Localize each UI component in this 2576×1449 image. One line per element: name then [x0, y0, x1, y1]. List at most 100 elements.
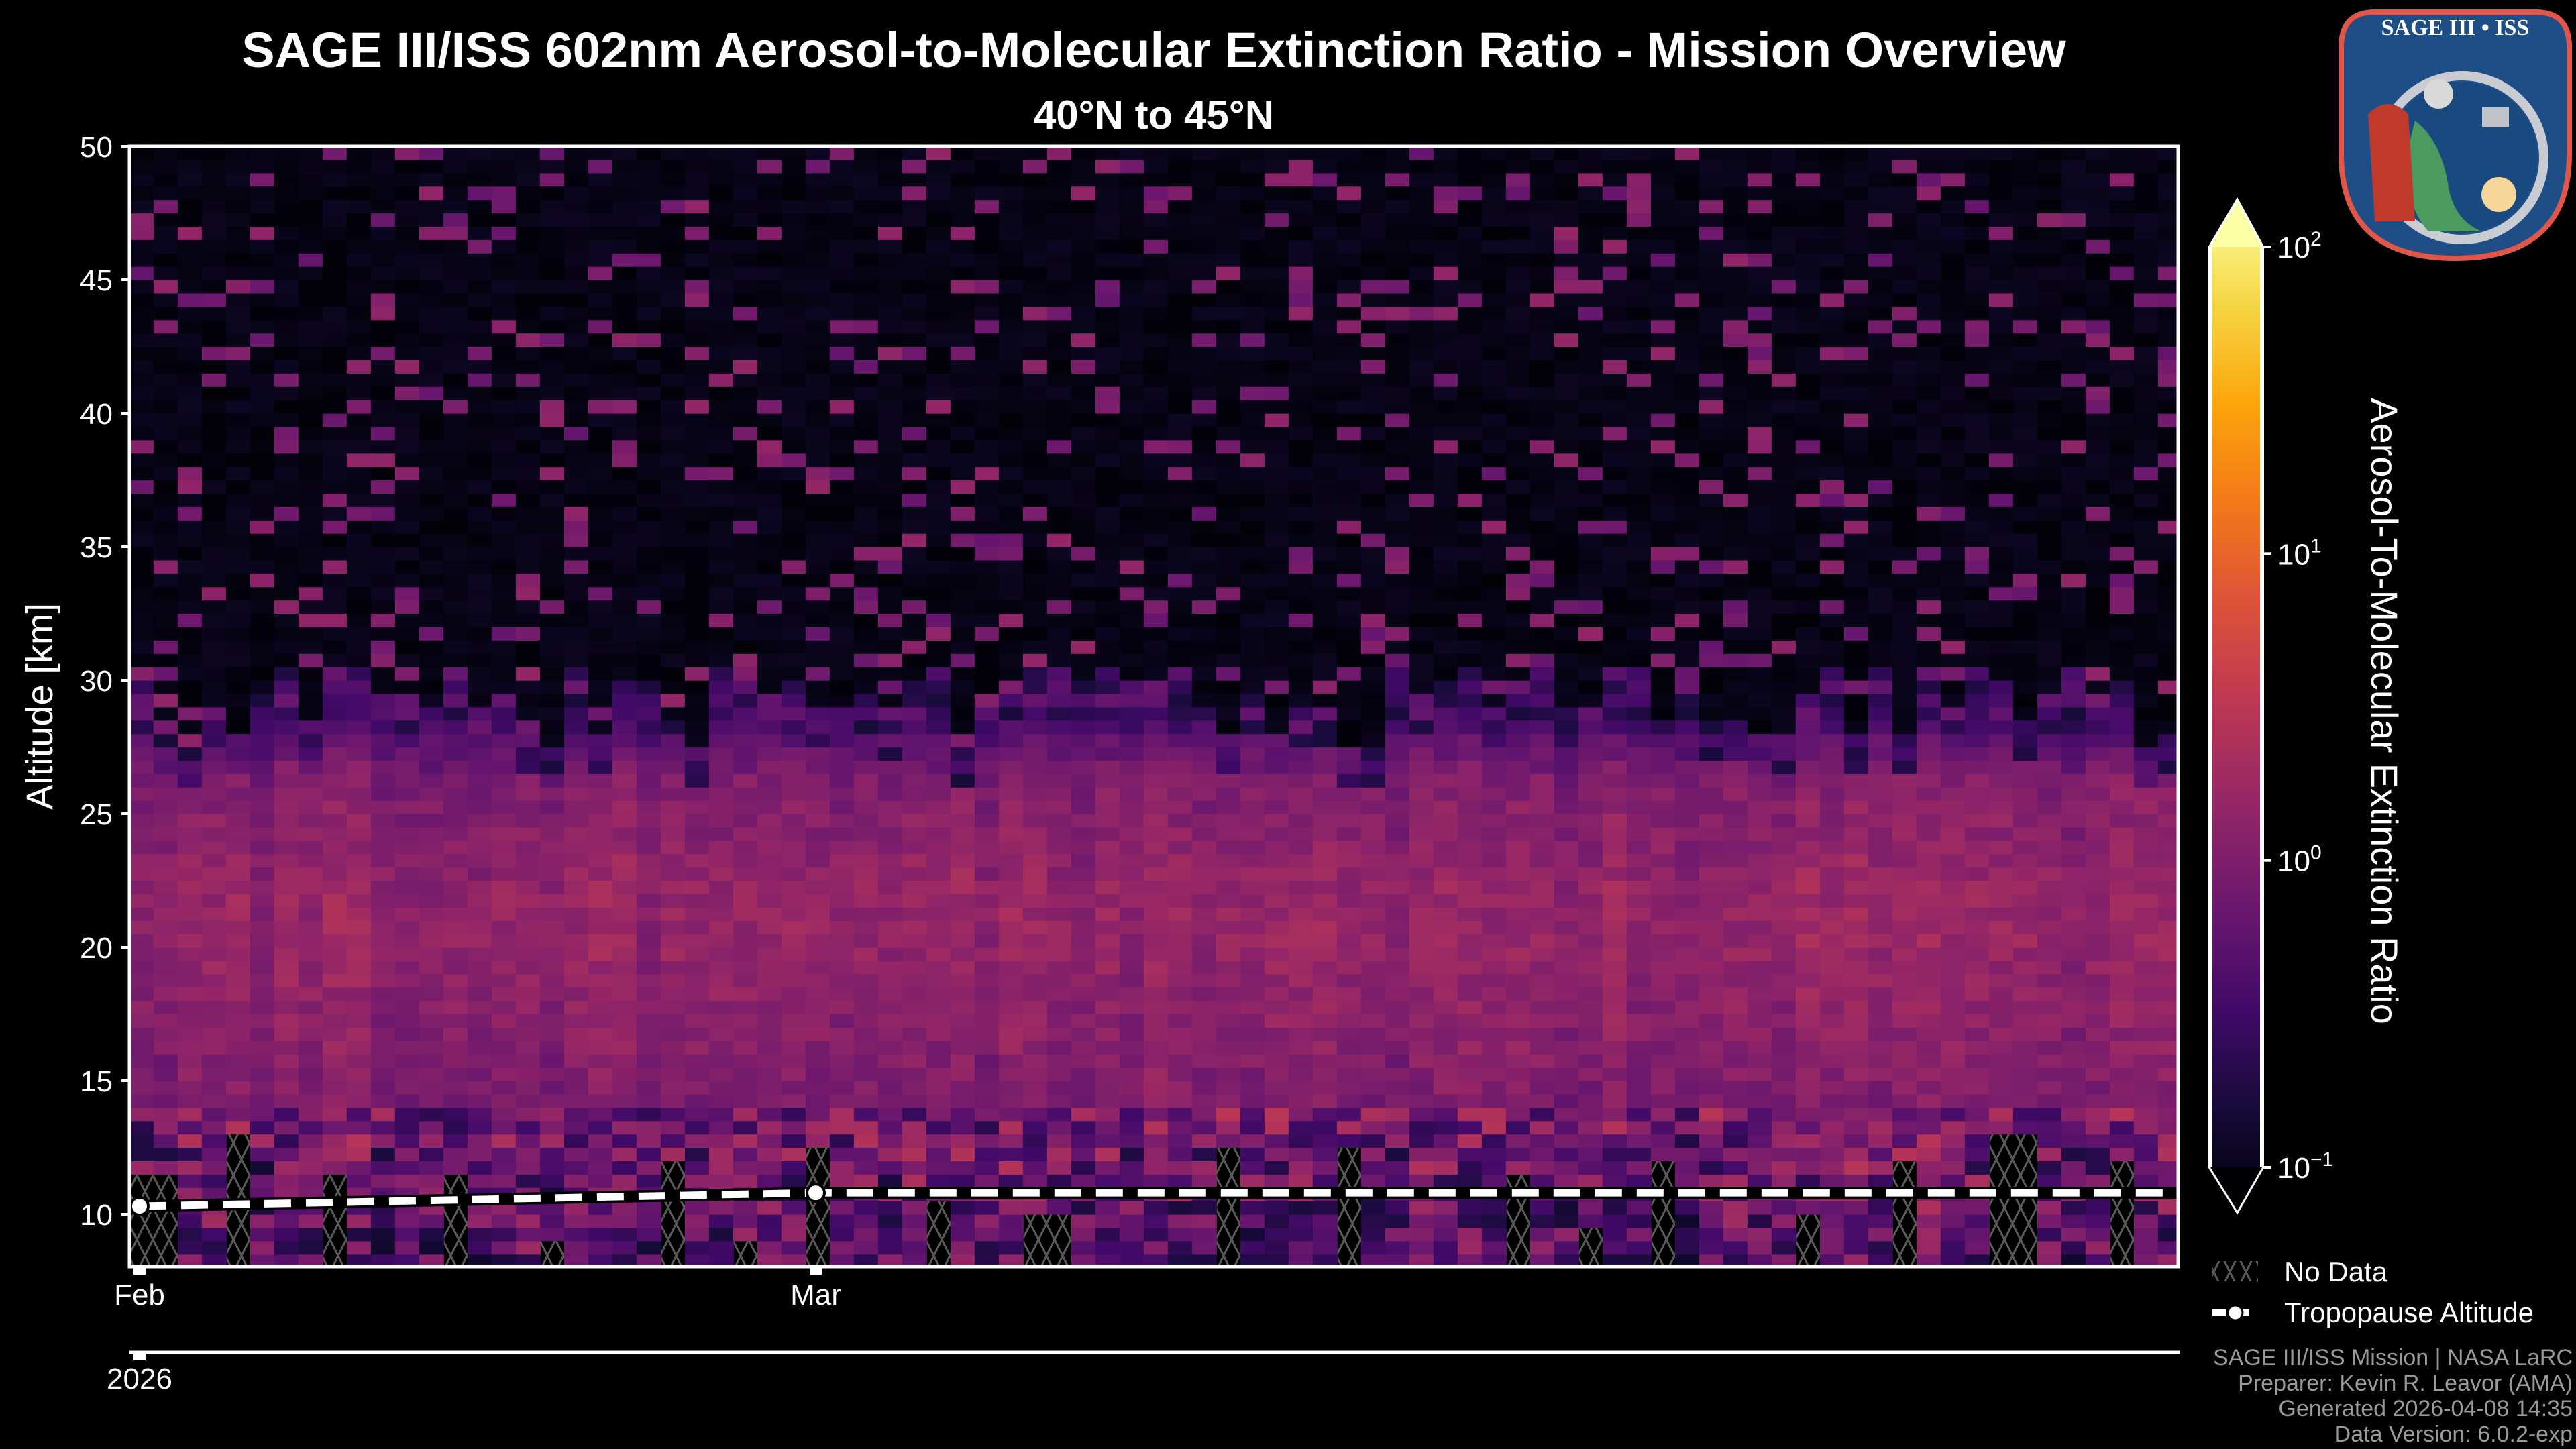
- heatmap-cell: [1554, 186, 1579, 201]
- heatmap-cell: [1143, 907, 1169, 921]
- heatmap-cell: [805, 453, 830, 468]
- heatmap-cell: [1046, 613, 1072, 627]
- heatmap-cell: [1143, 600, 1169, 614]
- heatmap-cell: [515, 520, 541, 534]
- heatmap-cell: [853, 653, 879, 667]
- heatmap-cell: [1046, 627, 1072, 641]
- heatmap-cell: [1288, 934, 1313, 948]
- heatmap-cell: [1409, 960, 1434, 975]
- heatmap-cell: [274, 627, 299, 641]
- heatmap-cell: [588, 439, 613, 454]
- heatmap-cell: [322, 480, 347, 494]
- heatmap-cell: [829, 1040, 855, 1055]
- heatmap-cell: [274, 907, 299, 921]
- heatmap-cell: [853, 1054, 879, 1068]
- heatmap-cell: [370, 1040, 396, 1055]
- heatmap-cell: [1046, 1107, 1072, 1122]
- heatmap-cell: [1409, 373, 1434, 387]
- heatmap-cell: [877, 586, 903, 601]
- heatmap-cell: [1240, 426, 1265, 441]
- heatmap-cell: [684, 920, 710, 934]
- heatmap-cell: [1554, 306, 1579, 321]
- heatmap-cell: [201, 1000, 227, 1015]
- heatmap-cell: [539, 159, 565, 174]
- heatmap-cell: [998, 266, 1024, 280]
- heatmap-cell: [1336, 826, 1362, 841]
- heatmap-cell: [684, 586, 710, 601]
- heatmap-cell: [805, 239, 830, 254]
- heatmap-cell: [1481, 1161, 1507, 1175]
- heatmap-cell: [588, 1147, 613, 1161]
- heatmap-cell: [201, 973, 227, 988]
- heatmap-cell: [926, 439, 951, 454]
- heatmap-cell: [1409, 947, 1434, 961]
- heatmap-cell: [853, 1201, 879, 1215]
- heatmap-cell: [346, 466, 372, 481]
- heatmap-cell: [539, 1081, 565, 1095]
- heatmap-cell: [225, 613, 251, 627]
- heatmap-cell: [1167, 292, 1193, 307]
- heatmap-cell: [1240, 613, 1265, 627]
- heatmap-cell: [298, 894, 323, 908]
- heatmap-cell: [1457, 226, 1483, 240]
- heatmap-cell: [1046, 199, 1072, 214]
- heatmap-cell: [201, 319, 227, 334]
- heatmap-cell: [1240, 706, 1265, 721]
- heatmap-cell: [1143, 306, 1169, 321]
- heatmap-cell: [419, 280, 444, 294]
- heatmap-cell: [781, 800, 806, 814]
- heatmap-cell: [805, 1067, 830, 1081]
- heatmap-cell: [1167, 426, 1193, 441]
- heatmap-cell: [829, 253, 855, 267]
- heatmap-cell: [1264, 360, 1289, 374]
- heatmap-cell: [1167, 1240, 1193, 1255]
- heatmap-cell: [1288, 480, 1313, 494]
- heatmap-cell: [1360, 1240, 1386, 1255]
- heatmap-cell: [926, 586, 951, 601]
- heatmap-cell: [564, 360, 589, 374]
- heatmap-cell: [564, 1240, 589, 1255]
- heatmap-cell: [274, 146, 299, 160]
- heatmap-cell: [1167, 439, 1193, 454]
- heatmap-cell: [250, 1027, 275, 1041]
- heatmap-cell: [1360, 466, 1386, 481]
- heatmap-cell: [805, 253, 830, 267]
- heatmap-cell: [419, 693, 444, 708]
- heatmap-cell: [1481, 960, 1507, 975]
- heatmap-cell: [419, 667, 444, 681]
- heatmap-cell: [370, 239, 396, 254]
- heatmap-cell: [1143, 360, 1169, 374]
- heatmap-cell: [805, 466, 830, 481]
- heatmap-cell: [1554, 613, 1579, 627]
- heatmap-cell: [950, 1201, 975, 1215]
- heatmap-cell: [491, 667, 517, 681]
- heatmap-cell: [346, 480, 372, 494]
- heatmap-cell: [491, 760, 517, 774]
- heatmap-cell: [1457, 894, 1483, 908]
- heatmap-cell: [588, 894, 613, 908]
- heatmap-cell: [370, 1254, 396, 1267]
- heatmap-cell: [902, 613, 927, 627]
- heatmap-cell: [950, 253, 975, 267]
- heatmap-cell: [491, 172, 517, 187]
- heatmap-cell: [346, 680, 372, 694]
- heatmap-cell: [1046, 226, 1072, 240]
- heatmap-cell: [129, 292, 154, 307]
- heatmap-cell: [419, 186, 444, 201]
- heatmap-cell: [201, 172, 227, 187]
- heatmap-cell: [781, 533, 806, 547]
- heatmap-cell: [805, 840, 830, 855]
- heatmap-cell: [1409, 600, 1434, 614]
- heatmap-cell: [974, 880, 1000, 894]
- heatmap-cell: [1481, 894, 1507, 908]
- heatmap-cell: [298, 213, 323, 227]
- heatmap-cell: [467, 920, 492, 934]
- heatmap-cell: [708, 1054, 734, 1068]
- heatmap-cell: [1119, 506, 1144, 521]
- heatmap-cell: [636, 426, 661, 441]
- heatmap-cell: [443, 573, 468, 588]
- heatmap-cell: [1022, 373, 1048, 387]
- heatmap-cell: [805, 787, 830, 801]
- heatmap-cell: [1385, 1027, 1410, 1041]
- heatmap-cell: [684, 292, 710, 307]
